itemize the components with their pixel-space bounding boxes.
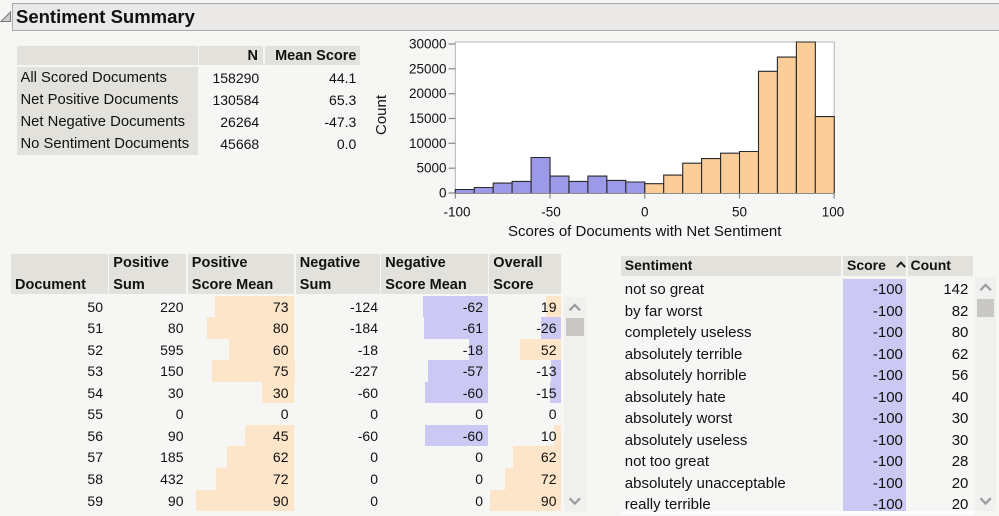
svg-text:15000: 15000 xyxy=(409,111,447,126)
svg-text:30000: 30000 xyxy=(409,37,447,52)
svg-text:Scores of Documents with Net S: Scores of Documents with Net Sentiment xyxy=(508,223,782,240)
svg-text:100: 100 xyxy=(822,205,845,220)
svg-text:0: 0 xyxy=(439,186,447,201)
svg-text:-50: -50 xyxy=(541,205,561,220)
svg-text:Count: Count xyxy=(373,94,390,135)
svg-text:0: 0 xyxy=(641,205,649,220)
svg-text:10000: 10000 xyxy=(409,136,447,151)
svg-text:25000: 25000 xyxy=(409,61,447,76)
svg-text:-100: -100 xyxy=(443,205,470,220)
svg-text:20000: 20000 xyxy=(409,86,447,101)
svg-text:5000: 5000 xyxy=(416,161,446,176)
svg-text:50: 50 xyxy=(732,205,747,220)
